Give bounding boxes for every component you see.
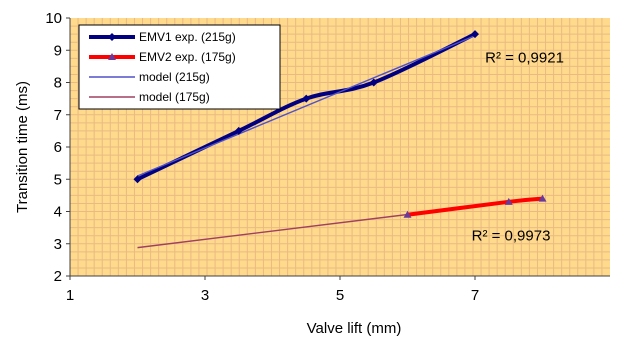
y-tick-label: 5 <box>54 171 62 188</box>
legend: EMV1 exp. (215g) EMV2 exp. (175g) model (2… <box>78 24 281 110</box>
legend-label: model (175g) <box>139 90 210 104</box>
y-tick-label: 2 <box>54 268 62 285</box>
data-point-diamond <box>369 78 378 87</box>
y-axis-title: Transition time (ms) <box>14 81 31 213</box>
y-tick-label: 9 <box>54 42 62 59</box>
x-tick-label: 1 <box>66 287 74 304</box>
series-line-model-215g <box>137 35 476 177</box>
r-squared-label: R² = 0,9973 <box>472 228 551 245</box>
annotations: R² = 0,9921 R² = 0,9973 <box>472 50 564 245</box>
axes: 2 3 4 5 6 7 8 9 10 1 3 5 7 <box>45 10 610 304</box>
y-tick-label: 10 <box>45 10 62 27</box>
y-tick-label: 3 <box>54 236 62 253</box>
data-point-diamond <box>471 30 479 39</box>
data-point-diamond <box>302 94 311 103</box>
legend-label: model (215g) <box>139 70 210 84</box>
data-point-diamond <box>133 175 142 184</box>
legend-label: EMV2 exp. (175g) <box>139 50 236 64</box>
x-tick-label: 5 <box>336 287 344 304</box>
data-point-diamond <box>234 126 243 135</box>
data-point-triangle <box>504 197 513 205</box>
y-tick-label: 7 <box>54 107 62 124</box>
data-point-triangle <box>403 210 412 218</box>
series-line-emv2 <box>407 196 543 217</box>
data-point-triangle <box>538 194 547 202</box>
y-tick-label: 6 <box>54 139 62 156</box>
series-layer <box>133 30 547 249</box>
legend-item-model-175g: model (175g) <box>89 90 210 104</box>
y-tick-label: 4 <box>54 204 62 221</box>
legend-item-model-215g: model (215g) <box>89 70 210 84</box>
data-point-diamond <box>108 33 116 41</box>
y-tick-label: 8 <box>54 75 62 92</box>
x-tick-label: 3 <box>201 287 209 304</box>
r-squared-label: R² = 0,9921 <box>485 50 564 67</box>
x-tick-label: 7 <box>471 287 479 304</box>
legend-item-emv1: EMV1 exp. (215g) <box>89 30 236 44</box>
legend-label: EMV1 exp. (215g) <box>139 30 236 44</box>
x-axis-title: Valve lift (mm) <box>307 320 402 337</box>
legend-item-emv2: EMV2 exp. (175g) <box>89 50 236 64</box>
data-point-triangle <box>108 53 116 60</box>
